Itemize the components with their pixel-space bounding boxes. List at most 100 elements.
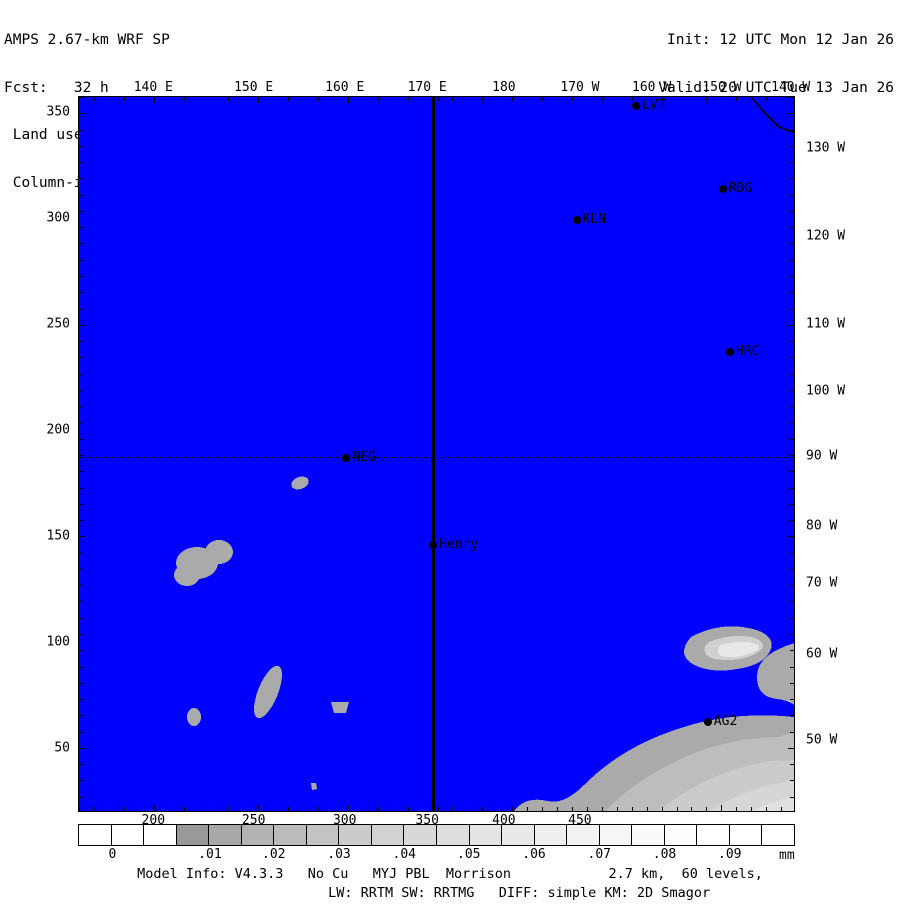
tick-bottom-47 <box>781 807 783 811</box>
colorbar-cell-20[interactable] <box>729 825 763 845</box>
colorbar-cell-11[interactable] <box>437 825 470 845</box>
map-plot-area[interactable]: LVT RDG KLN HRC NEG Henry AG2 <box>78 96 795 812</box>
tick-left-43 <box>79 796 83 798</box>
tick-top-24 <box>437 97 439 101</box>
station-label: Henry <box>439 536 479 552</box>
tick-bottom-24 <box>437 807 439 811</box>
colorbar-cell-14[interactable] <box>534 825 568 845</box>
colorbar-cell-8[interactable] <box>339 825 372 845</box>
colorbar-cell-15[interactable] <box>567 825 600 845</box>
colorbar-cell-2[interactable] <box>144 825 177 845</box>
y-right-tick-label-1: 120 W <box>806 228 846 244</box>
colorbar-cell-3[interactable] <box>176 825 210 845</box>
colorbar-cell-7[interactable] <box>306 825 340 845</box>
station-label: KLN <box>582 212 607 228</box>
tick-bottom-38 <box>646 807 648 811</box>
tick-left-42 <box>79 780 83 782</box>
colorbar-cell-0[interactable] <box>79 825 112 845</box>
station-label: HRC <box>736 343 760 359</box>
tick-bottom-35 <box>601 807 603 811</box>
tick-left-10 <box>79 259 83 261</box>
colorbar-cell-6[interactable] <box>274 825 307 845</box>
tick-top-1 <box>93 97 95 101</box>
tick-bottom-20 <box>377 807 379 811</box>
station-label: LVT <box>642 97 666 113</box>
tick-top-39 <box>661 97 663 101</box>
header-valid-time: Valid: 20 UTC Tue 13 Jan 26 <box>658 79 894 96</box>
station-label: NEG <box>352 449 376 465</box>
tick-right-40 <box>788 747 794 749</box>
y-tick-label-3: 200 <box>46 422 70 438</box>
x-tick-label-1: 150 E <box>234 80 274 95</box>
tick-right-7 <box>790 210 794 212</box>
tick-top-36 <box>616 97 618 101</box>
tick-bottom-32 <box>557 807 558 811</box>
colorbar-cell-16[interactable] <box>599 825 633 845</box>
colorbar-cell-4[interactable] <box>209 825 242 845</box>
y-right-tick-label-6: 70 W <box>806 575 838 591</box>
map-canvas: LVT RDG KLN HRC NEG Henry AG2 <box>79 97 794 811</box>
tick-bottom-26 <box>467 807 469 811</box>
tick-bottom-21 <box>392 807 394 811</box>
tick-left-5 <box>79 178 83 180</box>
colorbar-cell-21[interactable] <box>762 825 795 845</box>
tick-bottom-19 <box>362 807 364 811</box>
tick-bottom-45 <box>751 807 753 811</box>
tick-top-20 <box>377 97 379 101</box>
x-tick-label-3: 170 E <box>407 80 447 95</box>
tick-bottom-27 <box>482 807 484 811</box>
tick-bottom-14 <box>288 807 290 811</box>
tick-right-41 <box>790 764 794 766</box>
tick-left-1 <box>79 113 85 115</box>
y-tick-label-6: 50 <box>54 740 70 756</box>
tick-left-9 <box>79 243 83 245</box>
colorbar-cell-13[interactable] <box>502 825 535 845</box>
tick-left-41 <box>79 764 83 766</box>
station-label: RDG <box>728 180 753 196</box>
colorbar-bottom-label-2: .02 <box>261 847 286 862</box>
x-tick-label-6: 160 W <box>632 80 672 95</box>
colorbar-cell-5[interactable] <box>241 825 275 845</box>
tick-right-38 <box>790 715 794 717</box>
tick-left-4 <box>79 162 83 164</box>
x-tick-label-5: 170 W <box>560 80 600 95</box>
tick-top-38 <box>646 97 648 101</box>
station-dot-icon <box>726 347 735 356</box>
tick-right-20 <box>790 422 794 424</box>
tick-bottom-8 <box>198 807 200 811</box>
tick-bottom-6 <box>168 807 170 811</box>
tick-top-21 <box>392 97 394 101</box>
colorbar-cell-12[interactable] <box>469 825 503 845</box>
x-tick-label-2: 160 E <box>325 80 365 95</box>
colorbar-cell-17[interactable] <box>632 825 665 845</box>
tick-right-26 <box>790 520 794 522</box>
tick-bottom-41 <box>691 807 693 811</box>
tick-top-8 <box>198 97 200 101</box>
tick-bottom-40 <box>676 807 678 811</box>
tick-bottom-30 <box>527 807 529 811</box>
tick-bottom-22 <box>407 807 409 811</box>
station-label: AG2 <box>713 714 738 730</box>
tick-left-3 <box>79 145 83 147</box>
model-info-line-2: LW: RRTM SW: RRTMG DIFF: simple KM: 2D S… <box>189 885 711 901</box>
colorbar-cell-1[interactable] <box>111 825 145 845</box>
colorbar-cell-18[interactable] <box>664 825 698 845</box>
tick-left-40 <box>79 747 85 749</box>
colorbar-bottom-label-5: .05 <box>457 847 481 862</box>
colorbar-cell-9[interactable] <box>371 825 405 845</box>
tick-left-8 <box>79 227 83 229</box>
tick-bottom-37 <box>631 807 633 811</box>
tick-top-11 <box>243 97 245 101</box>
tick-top-40 <box>676 97 678 101</box>
tick-top-28 <box>497 97 499 101</box>
colorbar-cell-19[interactable] <box>697 825 730 845</box>
tick-right-39 <box>790 731 794 733</box>
tick-top-4 <box>138 97 140 101</box>
station-dot-icon <box>632 101 641 110</box>
tick-top-43 <box>721 97 723 103</box>
tick-left-28 <box>79 552 83 554</box>
colorbar-cell-10[interactable] <box>404 825 438 845</box>
colorbar[interactable] <box>78 824 795 846</box>
tick-right-37 <box>790 699 794 701</box>
y-tick-label-1: 300 <box>46 210 70 226</box>
